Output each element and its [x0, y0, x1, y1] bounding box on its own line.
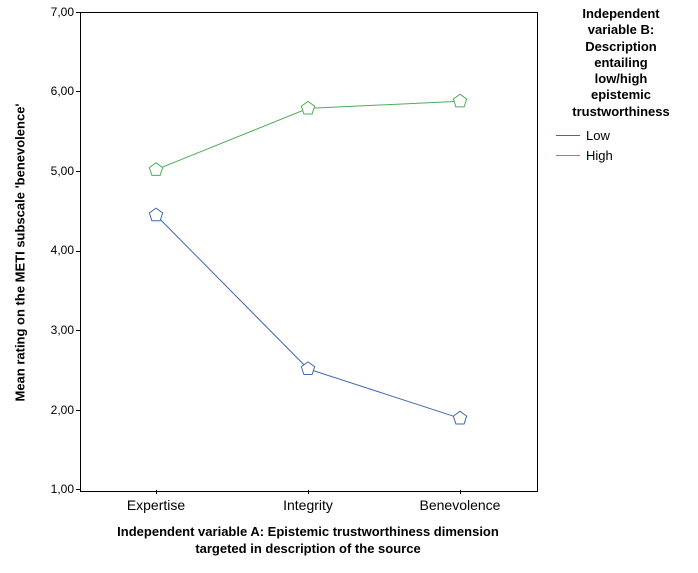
legend-swatch-high [556, 155, 580, 156]
xtick-mark [460, 490, 461, 494]
y-tick-4: 4,00 [40, 243, 74, 257]
x-tick-integrity: Integrity [258, 497, 358, 513]
chart-container: Mean rating on the METI subscale 'benevo… [0, 0, 698, 573]
x-axis-title-line1: Independent variable A: Epistemic trustw… [117, 524, 499, 539]
ytick-mark [76, 251, 80, 252]
legend-title-l5: low/high [595, 71, 648, 86]
y-tick-1: 1,00 [40, 482, 74, 496]
ytick-mark [76, 489, 80, 490]
legend-swatch-low [556, 135, 580, 136]
x-tick-expertise: Expertise [106, 497, 206, 513]
xtick-mark [308, 490, 309, 494]
xtick-mark [156, 490, 157, 494]
legend-label-low: Low [586, 128, 610, 143]
x-axis-title: Independent variable A: Epistemic trustw… [80, 524, 536, 558]
y-tick-7: 7,00 [40, 5, 74, 19]
y-axis-title: Mean rating on the METI subscale 'benevo… [13, 83, 28, 423]
legend-title-l2: variable B: [588, 22, 654, 37]
y-tick-2: 2,00 [40, 403, 74, 417]
ytick-mark [76, 171, 80, 172]
ytick-mark [76, 330, 80, 331]
legend-title-l4: entailing [594, 55, 647, 70]
legend-title-l7: trustworthiness [572, 104, 670, 119]
ytick-mark [76, 91, 80, 92]
legend-title: Independent variable B: Description enta… [548, 6, 694, 120]
y-tick-3: 3,00 [40, 323, 74, 337]
y-tick-6: 6,00 [40, 84, 74, 98]
legend-title-l3: Description [585, 39, 657, 54]
plot-area [80, 12, 538, 492]
legend-item-low: Low [556, 128, 610, 143]
legend-title-l1: Independent [582, 6, 659, 21]
legend-label-high: High [586, 148, 613, 163]
x-axis-title-line2: targeted in description of the source [195, 541, 420, 556]
y-tick-5: 5,00 [40, 164, 74, 178]
legend-title-l6: epistemic [591, 87, 651, 102]
ytick-mark [76, 12, 80, 13]
x-tick-benevolence: Benevolence [410, 497, 510, 513]
legend-item-high: High [556, 148, 613, 163]
ytick-mark [76, 410, 80, 411]
